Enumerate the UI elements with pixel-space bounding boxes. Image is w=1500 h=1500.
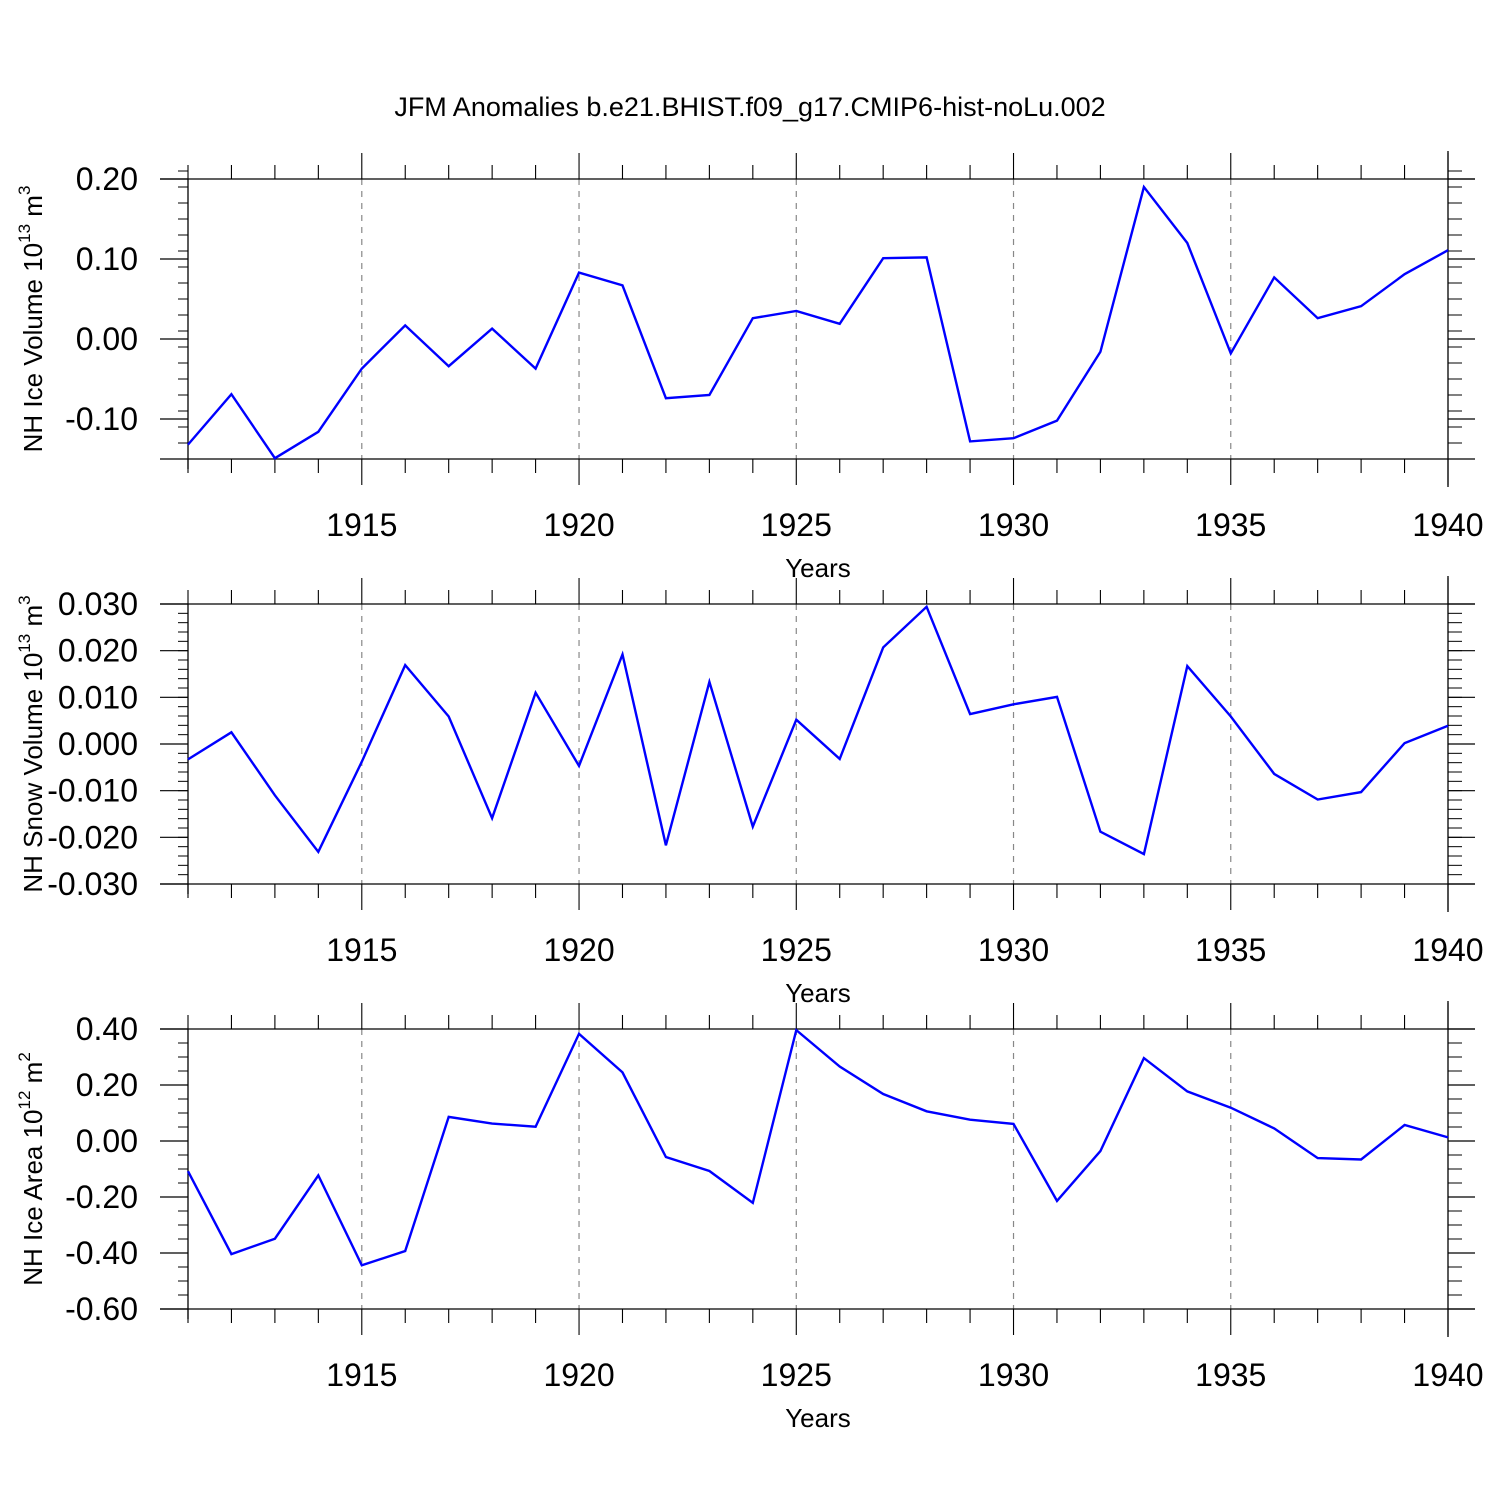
x-tick-label: 1930 [978, 507, 1049, 543]
y-axis-label-part: 13 [15, 634, 34, 653]
x-tick-label: 1915 [326, 507, 397, 543]
y-tick-label: 0.010 [58, 679, 138, 715]
x-tick-label: 1920 [543, 1357, 614, 1393]
y-tick-label: 0.000 [58, 726, 138, 762]
y-axis-label-part: 12 [15, 1091, 34, 1110]
y-tick-label: 0.40 [76, 1011, 138, 1047]
x-tick-label: 1920 [543, 507, 614, 543]
y-tick-label: -0.20 [65, 1179, 138, 1215]
x-tick-label: 1935 [1195, 932, 1266, 968]
panels: -0.10 0.00 0.10 0.20 1915 1920 1925 1930 1935 194… [15, 151, 1484, 1433]
y-tick-label: 0.030 [58, 586, 138, 622]
y-axis-label-part: m [18, 1062, 48, 1091]
y-tick-label: -0.40 [65, 1235, 138, 1271]
y-tick-label: 0.20 [76, 1067, 138, 1103]
y-axis-label-part: m [18, 605, 48, 634]
x-axis-label: Years [785, 553, 851, 583]
x-tick-label: 1940 [1412, 507, 1483, 543]
y-tick-label: 0.20 [76, 161, 138, 197]
panel-ice-area: -0.60 -0.40 -0.20 0.00 0.20 0.40 1915 1920 1925 1… [15, 1001, 1484, 1433]
y-tick-label: 0.020 [58, 633, 138, 669]
x-tick-label: 1940 [1412, 932, 1483, 968]
x-tick-label: 1940 [1412, 1357, 1483, 1393]
panel-snow-volume: -0.030 -0.020 -0.010 0.000 0.010 0.020 0.030 19… [15, 576, 1484, 1008]
y-tick-label: -0.60 [65, 1291, 138, 1327]
y-tick-label: -0.10 [65, 401, 138, 437]
x-tick-label: 1920 [543, 932, 614, 968]
x-axis-label: Years [785, 978, 851, 1008]
y-axis-label-part: NH Ice Area 10 [18, 1109, 48, 1285]
y-axis-label-part: 13 [15, 224, 34, 243]
x-axis-label: Years [785, 1403, 851, 1433]
y-axis-label-part: NH Snow Volume 10 [18, 653, 48, 893]
x-tick-label: 1935 [1195, 507, 1266, 543]
x-tick-label: 1925 [761, 507, 832, 543]
y-axis-label-part: 2 [15, 1052, 34, 1061]
figure-title: JFM Anomalies b.e21.BHIST.f09_g17.CMIP6-… [394, 92, 1105, 122]
x-tick-label: 1925 [761, 932, 832, 968]
y-tick-label: 0.10 [76, 241, 138, 277]
x-tick-label: 1930 [978, 1357, 1049, 1393]
y-axis-label: NH Ice Area 1012 m2 [15, 1052, 48, 1286]
x-tick-label: 1930 [978, 932, 1049, 968]
x-tick-label: 1915 [326, 932, 397, 968]
y-tick-label: 0.00 [76, 321, 138, 357]
y-tick-label: -0.010 [47, 773, 138, 809]
x-tick-label: 1925 [761, 1357, 832, 1393]
y-axis-label-part: 3 [15, 186, 34, 195]
series-line [187, 604, 1449, 856]
y-tick-label: 0.00 [76, 1123, 138, 1159]
y-axis-label-part: NH Ice Volume 10 [18, 243, 48, 453]
y-tick-label: -0.030 [47, 866, 138, 902]
y-tick-label: -0.020 [47, 819, 138, 855]
y-axis-label-part: 3 [15, 595, 34, 604]
x-tick-label: 1935 [1195, 1357, 1266, 1393]
series-line [186, 1027, 1449, 1267]
x-tick-label: 1915 [326, 1357, 397, 1393]
panel-ice-volume: -0.10 0.00 0.10 0.20 1915 1920 1925 1930 1935 194… [15, 151, 1484, 583]
series-line [187, 184, 1449, 460]
y-axis-label: NH Snow Volume 1013 m3 [15, 595, 48, 892]
y-axis-label: NH Ice Volume 1013 m3 [15, 186, 48, 453]
y-axis-label-part: m [18, 195, 48, 224]
